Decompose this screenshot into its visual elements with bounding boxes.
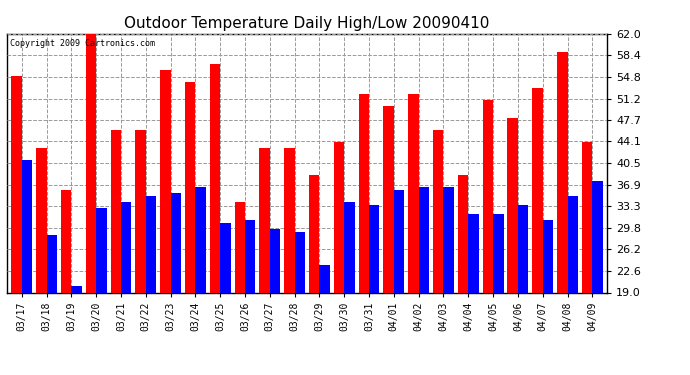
- Bar: [319, 266, 330, 292]
- Bar: [86, 34, 96, 292]
- Bar: [110, 130, 121, 292]
- Bar: [359, 94, 369, 292]
- Text: Copyright 2009 Cartronics.com: Copyright 2009 Cartronics.com: [10, 39, 155, 48]
- Bar: [592, 181, 603, 292]
- Bar: [295, 232, 305, 292]
- Bar: [419, 187, 429, 292]
- Bar: [344, 202, 355, 292]
- Bar: [71, 286, 82, 292]
- Bar: [146, 196, 156, 292]
- Bar: [532, 88, 543, 292]
- Bar: [543, 220, 553, 292]
- Bar: [235, 202, 245, 292]
- Bar: [309, 175, 319, 292]
- Bar: [121, 202, 131, 292]
- Bar: [384, 106, 394, 292]
- Bar: [469, 214, 479, 292]
- Bar: [36, 148, 47, 292]
- Bar: [160, 70, 170, 292]
- Bar: [567, 196, 578, 292]
- Bar: [61, 190, 71, 292]
- Bar: [444, 187, 454, 292]
- Bar: [458, 175, 469, 292]
- Bar: [507, 118, 518, 292]
- Bar: [270, 230, 280, 292]
- Bar: [483, 100, 493, 292]
- Bar: [408, 94, 419, 292]
- Bar: [135, 130, 146, 292]
- Bar: [11, 76, 22, 292]
- Bar: [185, 82, 195, 292]
- Bar: [334, 142, 344, 292]
- Bar: [582, 142, 592, 292]
- Bar: [96, 208, 107, 292]
- Bar: [518, 205, 529, 292]
- Bar: [259, 148, 270, 292]
- Bar: [170, 193, 181, 292]
- Bar: [210, 64, 220, 292]
- Bar: [195, 187, 206, 292]
- Bar: [47, 236, 57, 292]
- Bar: [22, 160, 32, 292]
- Bar: [433, 130, 444, 292]
- Bar: [394, 190, 404, 292]
- Bar: [220, 223, 230, 292]
- Bar: [493, 214, 504, 292]
- Bar: [284, 148, 295, 292]
- Title: Outdoor Temperature Daily High/Low 20090410: Outdoor Temperature Daily High/Low 20090…: [124, 16, 490, 31]
- Bar: [557, 52, 567, 292]
- Bar: [245, 220, 255, 292]
- Bar: [369, 205, 380, 292]
